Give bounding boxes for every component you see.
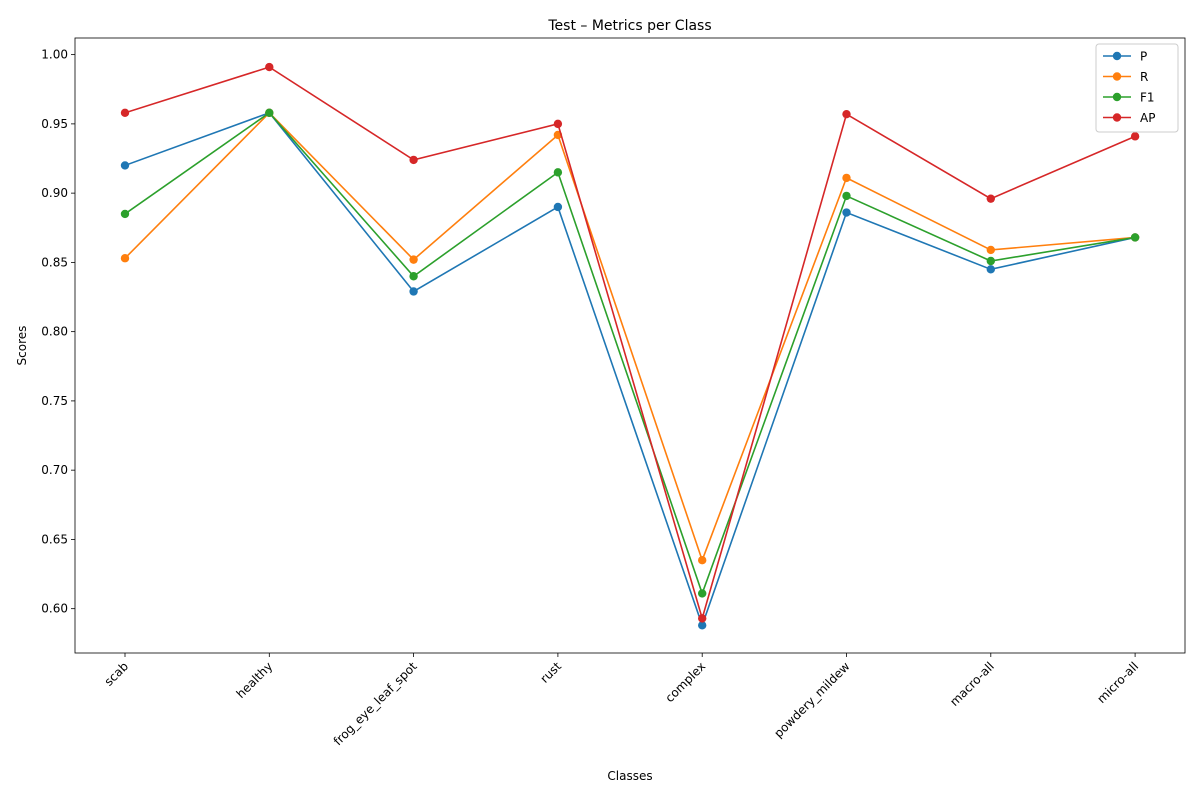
plot-frame <box>74 37 1186 654</box>
legend-swatch-marker <box>1112 72 1122 81</box>
legend-swatch-marker <box>1112 92 1122 102</box>
x-tick-label: powdery_mildew <box>771 659 852 740</box>
x-tick-label: rust <box>538 659 565 686</box>
data-point <box>698 614 707 623</box>
legend-swatch-marker <box>1112 51 1122 61</box>
data-point <box>120 108 130 117</box>
y-tick-label: 0.60 <box>41 602 68 616</box>
data-point <box>842 208 851 217</box>
legend-item: F1 <box>1103 91 1155 105</box>
data-point <box>842 191 851 201</box>
data-point <box>986 245 995 255</box>
data-point <box>120 209 130 219</box>
y-tick-label: 0.95 <box>41 117 68 131</box>
legend-item: R <box>1103 70 1148 84</box>
legend: PR F1 AP <box>1095 43 1179 133</box>
x-tick-label: healthy <box>234 659 276 701</box>
chart-title: Test – Metrics per Class <box>547 18 711 34</box>
series-ap <box>120 62 1140 623</box>
data-point <box>842 109 851 119</box>
data-point <box>698 555 707 565</box>
x-tick-label: frog_eye_leaf_spot <box>331 659 420 748</box>
series-line <box>124 111 1136 628</box>
data-point <box>409 287 418 296</box>
legend-label: R <box>1140 70 1148 84</box>
y-tick-label: 0.85 <box>41 255 68 269</box>
legend-label: AP <box>1140 111 1155 125</box>
data-point <box>409 155 418 165</box>
x-tick-label: macro-all <box>947 659 997 709</box>
series-line <box>124 111 1136 596</box>
legend-label: P <box>1140 50 1147 64</box>
data-point <box>265 108 274 117</box>
data-point <box>553 202 563 212</box>
data-point <box>698 621 707 630</box>
y-tick-label: 0.90 <box>41 186 68 200</box>
data-point <box>553 119 563 129</box>
series-r <box>120 108 1140 565</box>
y-tick-label: 1.00 <box>41 48 68 62</box>
legend-item: P <box>1103 50 1147 64</box>
data-point <box>1130 132 1140 141</box>
data-point <box>986 265 995 274</box>
y-tick-label: 0.70 <box>41 463 68 477</box>
series-line <box>124 66 1136 622</box>
data-point <box>986 256 995 266</box>
x-tick-label: complex <box>662 659 708 705</box>
data-point <box>842 173 851 183</box>
legend-swatch-marker <box>1112 113 1122 122</box>
legend-box <box>1095 43 1179 133</box>
x-tick-label: micro-all <box>1094 659 1141 706</box>
data-point <box>409 255 418 264</box>
series-line <box>124 111 1136 563</box>
x-tick-label: scab <box>102 659 132 689</box>
y-tick-label: 0.80 <box>41 325 68 339</box>
data-point <box>120 161 130 170</box>
x-axis-label: Classes <box>607 769 652 783</box>
series-f1 <box>120 108 1140 598</box>
data-point <box>553 168 563 177</box>
data-point <box>120 254 130 263</box>
data-point <box>409 272 418 281</box>
data-point <box>1130 233 1140 242</box>
y-tick-label: 0.75 <box>41 394 68 408</box>
y-axis-label: Scores <box>15 326 29 366</box>
legend-label: F1 <box>1140 91 1155 105</box>
data-point <box>265 62 274 72</box>
y-tick-label: 0.65 <box>41 532 68 546</box>
data-point <box>986 194 995 203</box>
data-point <box>698 589 707 598</box>
legend-item: AP <box>1103 111 1155 125</box>
